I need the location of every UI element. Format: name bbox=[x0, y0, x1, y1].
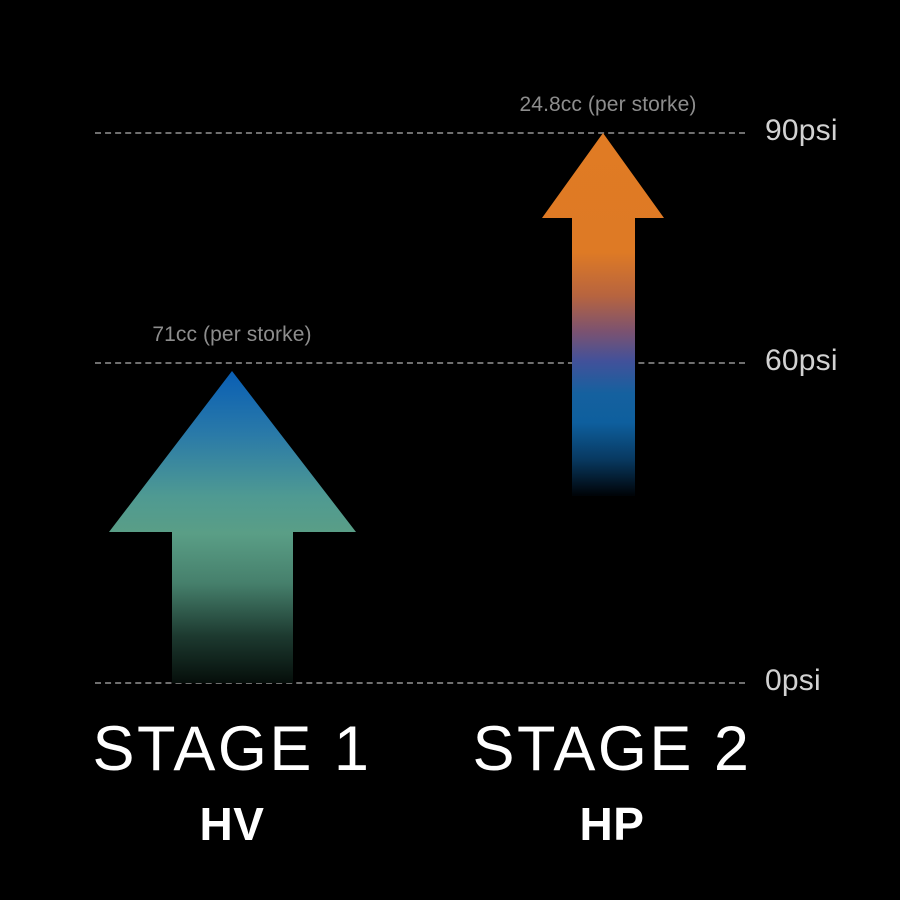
stage2-subtitle: HP bbox=[579, 798, 645, 850]
stage1-subtitle: HV bbox=[199, 798, 265, 850]
axis-label-90psi: 90psi bbox=[765, 114, 838, 147]
stage1-displacement-label: 71cc (per storke) bbox=[152, 323, 312, 346]
gridline-60psi bbox=[95, 362, 745, 364]
stage2-displacement-label: 24.8cc (per storke) bbox=[519, 93, 697, 116]
stage1-caption: STAGE 1 HV bbox=[92, 714, 372, 850]
axis-label-60psi: 60psi bbox=[765, 344, 838, 377]
stage1-arrow bbox=[109, 371, 356, 683]
axis-label-0psi: 0psi bbox=[765, 664, 821, 697]
stage2-title: STAGE 2 bbox=[472, 714, 752, 784]
gridline-90psi bbox=[95, 132, 745, 134]
stage2-caption: STAGE 2 HP bbox=[472, 714, 752, 850]
gridline-0psi bbox=[95, 682, 745, 684]
stage2-arrow bbox=[542, 133, 664, 496]
stage1-title: STAGE 1 bbox=[92, 714, 372, 784]
